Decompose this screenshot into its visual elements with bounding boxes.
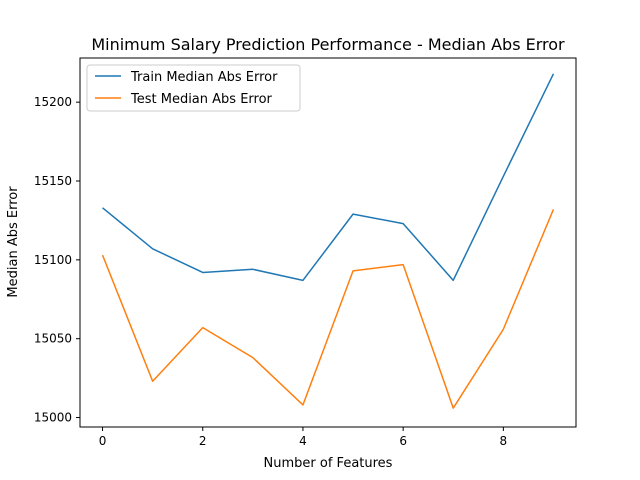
plot-frame (79, 57, 577, 428)
legend: Train Median Abs Error Test Median Abs Er… (86, 64, 301, 112)
series-line-0 (102, 73, 555, 282)
legend-label-0: Train Median Abs Error (130, 70, 278, 85)
y-tick-label: 15050 (34, 332, 72, 346)
series-line-1 (101, 209, 555, 409)
x-tick-label: 2 (199, 434, 207, 448)
legend-label-1: Test Median Abs Error (130, 92, 273, 107)
y-tick-label: 15100 (34, 253, 72, 267)
series-layer (101, 73, 555, 409)
x-tick-label: 8 (500, 434, 508, 448)
x-tick-label: 4 (299, 434, 307, 448)
chart-title: Minimum Salary Prediction Performance - … (91, 35, 565, 54)
x-axis-label: Number of Features (264, 456, 393, 471)
y-axis-label: Median Abs Error (6, 186, 21, 298)
y-tick-label: 15150 (34, 174, 72, 188)
x-tick-label: 6 (399, 434, 407, 448)
y-tick-label: 15200 (34, 95, 72, 109)
y-axis-ticks: 15000 15050 15100 15150 15200 (34, 95, 80, 425)
legend-box (86, 64, 301, 112)
x-tick-label: 0 (99, 434, 107, 448)
x-axis-ticks: 0 2 4 6 8 (99, 427, 507, 448)
y-tick-label: 15000 (34, 411, 72, 425)
